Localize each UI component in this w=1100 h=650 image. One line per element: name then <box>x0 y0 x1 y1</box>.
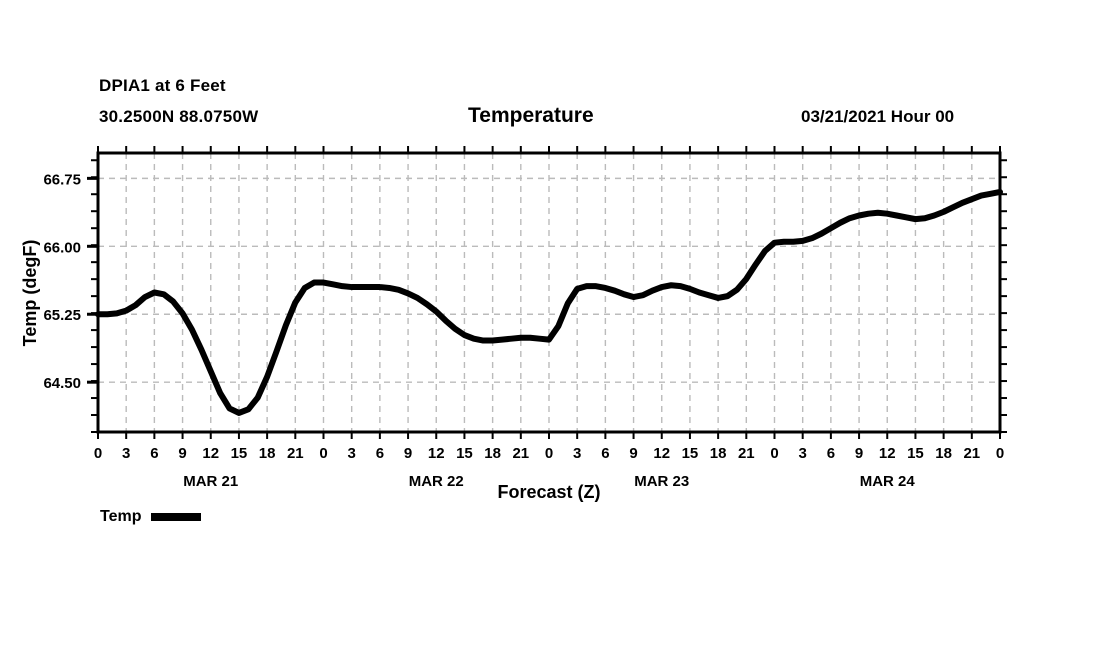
x-tick-label: 15 <box>456 445 473 462</box>
station-name: DPIA1 at 6 Feet <box>99 76 226 95</box>
y-axis-ticks <box>87 159 1007 433</box>
y-axis-label: Temp (degF) <box>20 240 40 347</box>
x-tick-label: 6 <box>150 445 158 462</box>
y-tick-label: 66.00 <box>43 239 81 256</box>
day-label: MAR 24 <box>860 473 916 490</box>
x-tick-label: 9 <box>629 445 637 462</box>
x-tick-label: 21 <box>738 445 755 462</box>
x-tick-label: 12 <box>879 445 896 462</box>
x-tick-label: 0 <box>545 445 553 462</box>
model-run-time: 03/21/2021 Hour 00 <box>801 107 955 126</box>
x-tick-label: 9 <box>404 445 412 462</box>
x-tick-label: 21 <box>287 445 304 462</box>
x-tick-label: 0 <box>319 445 327 462</box>
y-tick-label: 64.50 <box>43 375 81 392</box>
y-tick-label: 65.25 <box>43 307 81 324</box>
x-tick-label: 12 <box>202 445 219 462</box>
x-tick-label: 9 <box>855 445 863 462</box>
legend-swatch-temp <box>151 513 202 521</box>
x-tick-label: 6 <box>376 445 384 462</box>
x-tick-label: 6 <box>827 445 835 462</box>
legend: Temp <box>100 508 202 526</box>
x-tick-label: 3 <box>122 445 130 462</box>
x-tick-label: 21 <box>512 445 529 462</box>
y-tick-label: 66.75 <box>43 171 81 188</box>
x-tick-label: 9 <box>178 445 186 462</box>
x-tick-label: 3 <box>799 445 807 462</box>
day-label: MAR 21 <box>183 473 238 490</box>
series-lines <box>95 188 1003 416</box>
x-tick-label: 18 <box>935 445 952 462</box>
x-tick-label: 15 <box>682 445 699 462</box>
legend-label-temp: Temp <box>100 508 142 525</box>
x-tick-label: 21 <box>963 445 980 462</box>
y-tick-labels: 66.75 66.00 65.25 64.50 <box>43 171 81 392</box>
x-tick-labels: 0 3 6 9 12 15 18 21 0 3 6 9 12 15 18 21 0 3 6 9 12 15 18 21 0 3 6 9… <box>94 445 1004 462</box>
x-tick-label: 0 <box>770 445 778 462</box>
x-tick-label: 12 <box>653 445 670 462</box>
gridlines <box>98 153 1000 432</box>
chart-title: Temperature <box>468 104 594 127</box>
x-tick-label: 0 <box>996 445 1004 462</box>
day-labels: MAR 21 MAR 22 MAR 23 MAR 24 <box>183 473 915 490</box>
x-tick-label: 3 <box>573 445 581 462</box>
x-tick-label: 18 <box>484 445 501 462</box>
x-tick-label: 18 <box>259 445 276 462</box>
station-coordinates: 30.2500N 88.0750W <box>99 107 259 126</box>
x-tick-label: 15 <box>231 445 248 462</box>
x-tick-label: 12 <box>428 445 445 462</box>
x-tick-label: 18 <box>710 445 727 462</box>
x-axis-label: Forecast (Z) <box>497 482 600 502</box>
day-label: MAR 23 <box>634 473 689 490</box>
x-tick-label: 15 <box>907 445 924 462</box>
x-tick-label: 3 <box>348 445 356 462</box>
day-label: MAR 22 <box>409 473 464 490</box>
x-tick-label: 0 <box>94 445 102 462</box>
x-tick-label: 6 <box>601 445 609 462</box>
plot-frame <box>96 151 1002 434</box>
